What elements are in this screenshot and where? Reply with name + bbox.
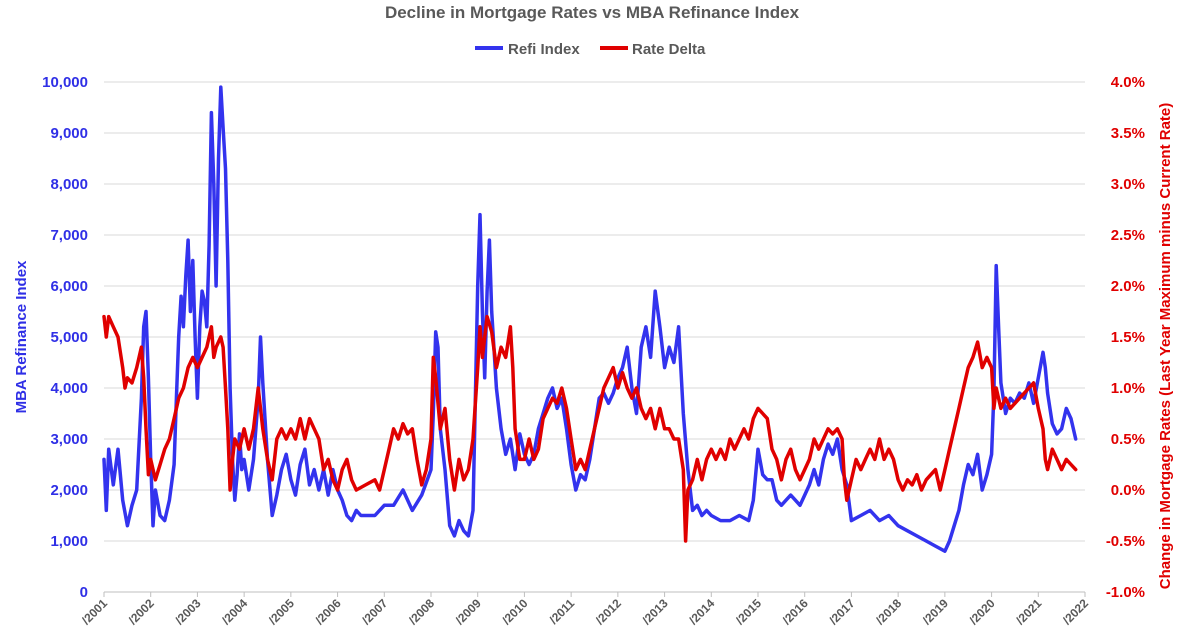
y-right-tick-label: 4.0% [1111, 74, 1145, 91]
y-left-tick-label: 1,000 [50, 533, 88, 550]
y-right-tick-label: 1.5% [1111, 329, 1145, 346]
y-right-tick-label: -0.5% [1106, 533, 1145, 550]
y-left-tick-label: 0 [80, 584, 88, 601]
y-left-tick-label: 4,000 [50, 380, 88, 397]
y-left-tick-label: 10,000 [42, 74, 88, 91]
series-line-refi-index [102, 85, 1078, 553]
y-left-tick-label: 5,000 [50, 329, 88, 346]
y-right-tick-label: 3.0% [1111, 176, 1145, 193]
y-axis-left-ticks: 0 1,000 2,000 3,000 4,000 5,000 6,000 7,000 8,00… [42, 74, 88, 601]
series-line-rate-delta [102, 314, 1078, 543]
y-left-tick-label: 7,000 [50, 227, 88, 244]
legend-label-rate-delta: Rate Delta [632, 41, 706, 58]
chart-title: Decline in Mortgage Rates vs MBA Refinan… [385, 3, 800, 22]
y-right-tick-label: 2.0% [1111, 278, 1145, 295]
legend: Refi Index Rate Delta [475, 41, 706, 58]
y-right-tick-label: 0.0% [1111, 482, 1145, 499]
y-axis-left-label: MBA Refinance Index [13, 260, 30, 413]
series-lines [102, 85, 1078, 553]
y-left-tick-label: 8,000 [50, 176, 88, 193]
y-left-tick-label: 3,000 [50, 431, 88, 448]
y-left-tick-label: 2,000 [50, 482, 88, 499]
y-right-tick-label: 1.0% [1111, 380, 1145, 397]
legend-label-refi-index: Refi Index [508, 41, 580, 58]
y-right-tick-label: 0.5% [1111, 431, 1145, 448]
y-right-tick-label: -1.0% [1106, 584, 1145, 601]
y-axis-right-label: Change in Mortgage Rates (Last Year Maxi… [1157, 103, 1174, 590]
y-left-tick-label: 6,000 [50, 278, 88, 295]
y-left-tick-label: 9,000 [50, 125, 88, 142]
y-axis-right-ticks: -1.0% -0.5% 0.0% 0.5% 1.0% 1.5% 2.0% 2.5% 3.0% 3.… [1106, 74, 1145, 601]
y-right-tick-label: 2.5% [1111, 227, 1145, 244]
y-right-tick-label: 3.5% [1111, 125, 1145, 142]
